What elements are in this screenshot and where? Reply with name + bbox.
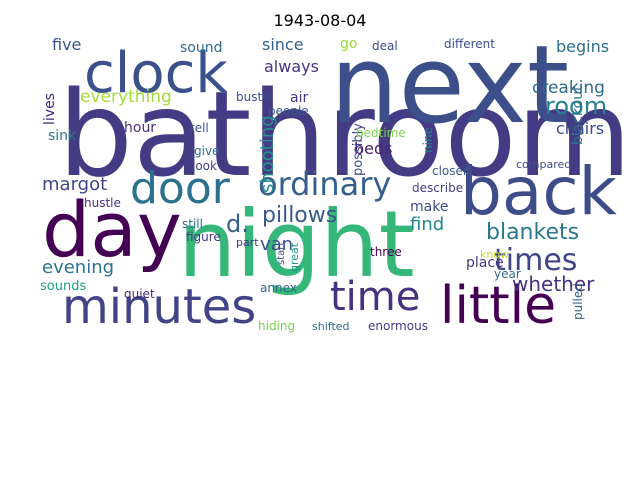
word-cloud-word: people	[268, 104, 309, 118]
word-cloud-word: back	[460, 153, 618, 230]
word-cloud-word: annex	[260, 281, 297, 295]
word-cloud-word: van	[260, 234, 293, 255]
word-cloud-word: lives	[42, 93, 58, 125]
word-cloud-word: always	[264, 57, 319, 76]
word-cloud-word: begins	[556, 37, 609, 56]
word-cloud-word: ordinary	[258, 165, 391, 203]
word-cloud-word: five	[52, 35, 81, 54]
word-cloud-word: bustle	[236, 90, 273, 104]
word-cloud-word: air	[290, 90, 308, 106]
word-cloud-word: pulled	[571, 283, 585, 320]
word-cloud-word: look	[192, 159, 217, 173]
page-title: 1943-08-04	[273, 11, 367, 30]
word-cloud-word: know	[480, 248, 509, 261]
word-cloud-word: since	[262, 35, 304, 54]
word-cloud-word: give	[194, 144, 219, 158]
word-cloud-word: room	[545, 92, 607, 120]
word-cloud-word: shifted	[312, 320, 350, 333]
word-cloud-word: blankets	[486, 220, 579, 245]
word-cloud-word: describe	[412, 181, 463, 195]
word-cloud-word: closer	[432, 164, 468, 178]
word-cloud-word: find	[410, 214, 444, 235]
word-cloud-word: make	[410, 199, 448, 215]
word-cloud-word: door	[130, 163, 231, 214]
word-cloud-word: hiding	[258, 319, 295, 333]
word-cloud-word: bathroom	[58, 65, 632, 203]
word-cloud-word: beds	[354, 139, 393, 158]
word-cloud-word: three	[370, 245, 402, 259]
word-cloud-word: shooting	[257, 115, 278, 193]
word-cloud-word: chairs	[556, 119, 604, 138]
word-cloud-word: figure	[186, 230, 221, 244]
word-cloud-word: great	[288, 242, 301, 272]
word-cloud-word: everything	[80, 87, 172, 107]
word-cloud-word: creaking	[532, 78, 605, 98]
word-cloud-word: still	[182, 217, 203, 231]
word-cloud-word: clock	[84, 41, 228, 106]
word-cloud-word: sink	[48, 128, 77, 144]
word-cloud-word: margot	[42, 174, 107, 195]
word-cloud-word: day	[42, 185, 182, 274]
word-cloud-word: little	[440, 276, 556, 336]
word-cloud-word: compared	[516, 158, 571, 171]
word-cloud-word: hustle	[84, 196, 121, 210]
word-cloud-word: sounds	[40, 279, 86, 294]
word-cloud-word: nine	[421, 127, 435, 153]
word-cloud-word: d.	[226, 210, 249, 238]
word-cloud-word: enormous	[368, 319, 428, 333]
word-cloud-word: blackout	[570, 85, 586, 145]
word-cloud-word: different	[444, 37, 495, 51]
word-cloud-word: possibly	[351, 123, 366, 176]
word-cloud-word: evening	[42, 257, 114, 278]
word-cloud-word: minutes	[62, 279, 256, 335]
word-cloud-word: next	[330, 23, 569, 148]
word-cloud-background	[40, 36, 600, 326]
word-cloud-word: place	[466, 255, 504, 271]
word-cloud-word: go	[340, 36, 357, 52]
word-cloud-word: hour	[124, 120, 156, 136]
word-cloud-word: whether	[512, 272, 595, 296]
word-cloud-word: bedtime	[356, 126, 406, 140]
word-cloud-word: year	[494, 267, 521, 281]
word-cloud-word: night	[178, 191, 415, 298]
word-cloud-word: time	[330, 274, 420, 320]
word-cloud-word: part	[236, 236, 259, 249]
word-cloud-word: deal	[372, 39, 398, 53]
word-cloud-word: times	[494, 243, 577, 278]
word-cloud-word: pillows	[262, 203, 337, 228]
word-cloud-word: quiet	[124, 287, 155, 301]
word-cloud-word: sound	[180, 40, 223, 56]
word-cloud-word: tell	[190, 121, 209, 135]
word-cloud-word: start	[276, 242, 287, 265]
